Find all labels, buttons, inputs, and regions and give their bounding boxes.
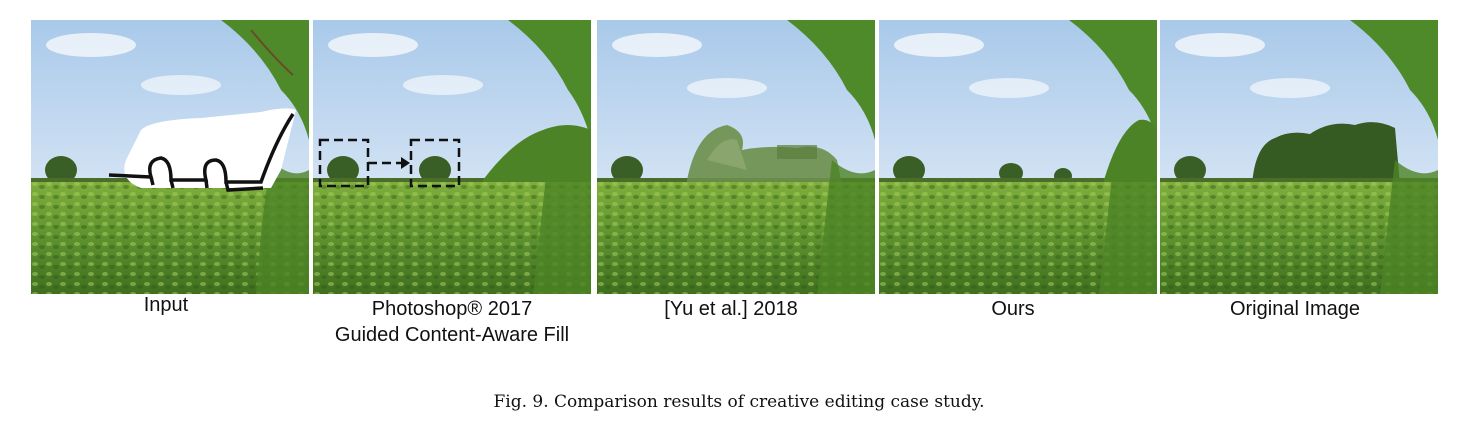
label-line: Photoshop® 2017 xyxy=(371,298,533,320)
label-line: [Yu et al.] 2018 xyxy=(664,298,798,320)
panel-label-ours: Ours xyxy=(863,296,1163,322)
panel-label-original: Original Image xyxy=(1145,296,1445,322)
photoshop-image xyxy=(313,20,591,294)
label-line: Ours xyxy=(991,298,1035,320)
panel-label-yu: [Yu et al.] 2018 xyxy=(581,296,881,322)
label-line: Guided Content-Aware Fill xyxy=(334,324,570,346)
ours-image xyxy=(879,20,1157,294)
label-line: Original Image xyxy=(1229,298,1361,320)
panel-ours xyxy=(879,20,1157,294)
panel-label-input: Input xyxy=(16,292,316,318)
panel-yu xyxy=(597,20,875,294)
yu-image xyxy=(597,20,875,294)
original-image xyxy=(1160,20,1438,294)
panel-original xyxy=(1160,20,1438,294)
panel-input xyxy=(31,20,309,294)
panel-label-photoshop: Photoshop® 2017 Guided Content-Aware Fil… xyxy=(302,296,602,348)
input-image xyxy=(31,20,309,294)
panel-photoshop xyxy=(313,20,591,294)
label-line: Input xyxy=(143,294,189,316)
figure-caption: Fig. 9. Comparison results of creative e… xyxy=(493,392,985,412)
